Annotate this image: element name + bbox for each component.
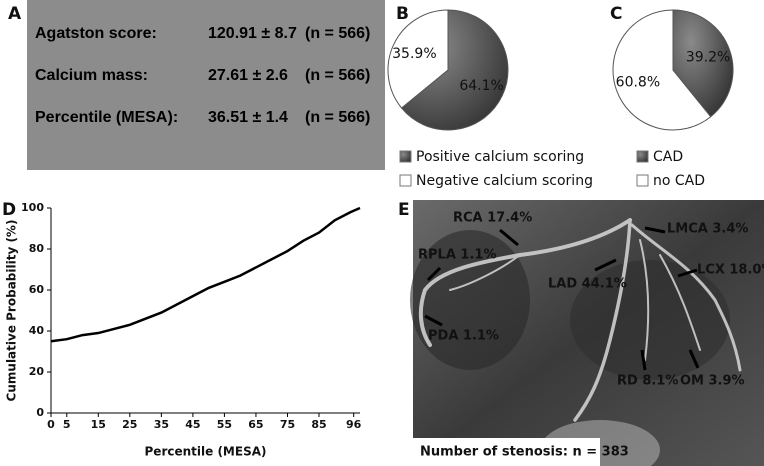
panel-label: D [2, 200, 16, 220]
legend-swatch [636, 174, 649, 187]
table-box [27, 0, 385, 170]
x-axis-title: Percentile (MESA) [145, 445, 267, 459]
stenosis-label: LMCA 3.4% [667, 222, 748, 237]
caption: Number of stenosis: n = 383 [420, 445, 629, 460]
cell: Calcium mass: [35, 67, 148, 84]
cell: (n = 566) [305, 109, 370, 126]
y-tick-label: 0 [36, 406, 44, 419]
x-tick-label: 45 [185, 418, 200, 431]
y-tick-label: 40 [29, 324, 45, 337]
stenosis-label: RCA 17.4% [453, 211, 532, 226]
legend-swatch [399, 174, 412, 187]
legend-swatch [399, 150, 412, 163]
stenosis-label: OM 3.9% [680, 374, 745, 389]
legend-label: Positive calcium scoring [416, 149, 584, 165]
x-tick-label: 55 [217, 418, 232, 431]
legend-label: Negative calcium scoring [416, 173, 593, 189]
pie-slice [387, 9, 449, 109]
y-tick-label: 100 [21, 201, 44, 214]
cell: (n = 566) [305, 67, 370, 84]
y-axis-title: Cumulative Probability (%) [5, 220, 19, 402]
cell: 27.61 ± 2.6 [208, 67, 288, 84]
legend-swatch [636, 150, 649, 163]
value-label: 39.2% [686, 50, 730, 66]
legend-label: no CAD [653, 173, 705, 189]
caption-box [413, 438, 600, 466]
x-tick-label: 75 [280, 418, 295, 431]
value-label: 60.8% [616, 74, 660, 90]
x-tick-label: 65 [248, 418, 263, 431]
cell: 36.51 ± 1.4 [208, 109, 288, 126]
stenosis-label: LCX 18.0% [697, 263, 764, 278]
pie-slice [612, 9, 712, 131]
y-tick-label: 60 [29, 283, 45, 296]
y-tick-label: 20 [29, 365, 45, 378]
x-tick-label: 15 [91, 418, 106, 431]
pie-slice [400, 9, 509, 131]
cell: 120.91 ± 8.7 [208, 25, 297, 42]
x-tick-label: 35 [154, 418, 169, 431]
cell: (n = 566) [305, 25, 370, 42]
angiogram: RCA 17.4% LMCA 3.4% RPLA 1.1% LAD 44.1% … [410, 200, 764, 466]
stenosis-label: LAD 44.1% [548, 277, 627, 292]
line [50, 206, 361, 343]
cell: Agatston score: [35, 25, 157, 42]
cell: Percentile (MESA): [35, 109, 178, 126]
panel-label: C [610, 4, 622, 24]
panel-label: B [396, 4, 409, 24]
stenosis-label: PDA 1.1% [428, 329, 499, 344]
panel-label: A [8, 4, 22, 24]
value-label: 64.1% [459, 78, 503, 94]
x-tick-label: 5 [63, 418, 71, 431]
pie-slice [672, 9, 734, 118]
x-tick-label: 25 [122, 418, 137, 431]
y-tick-label: 80 [29, 242, 45, 255]
x-tick-label: 96 [346, 418, 362, 431]
x-tick-label: 0 [47, 418, 55, 431]
stenosis-label: RD 8.1% [617, 374, 678, 389]
value-label: 35.9% [392, 46, 436, 62]
x-tick-label: 85 [311, 418, 326, 431]
panel-label: E [398, 200, 410, 220]
stenosis-label: RPLA 1.1% [418, 248, 496, 263]
legend-label: CAD [653, 149, 683, 165]
table: Agatston score: 120.91 ± 8.7 (n = 566) C… [35, 25, 370, 126]
